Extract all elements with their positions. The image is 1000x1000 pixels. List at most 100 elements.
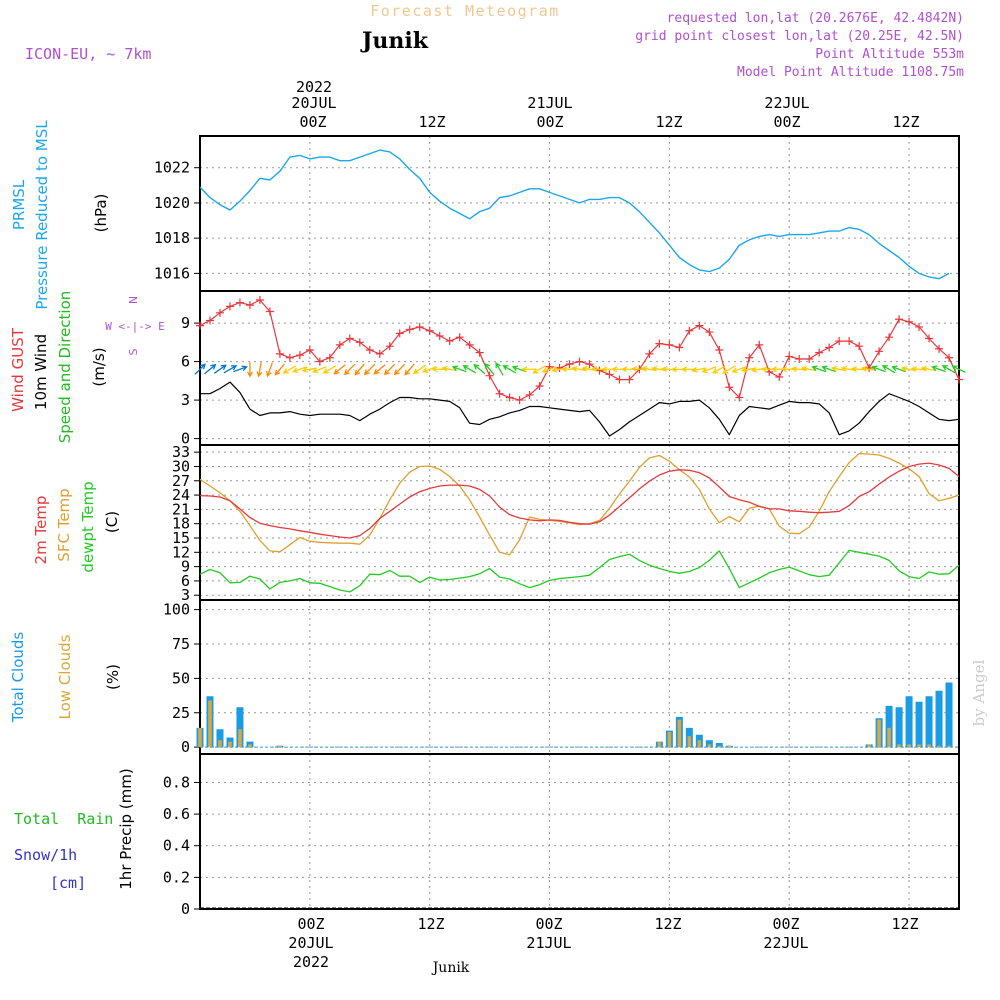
top-tick-label: 00Z [773,113,800,131]
gust-marker [505,393,514,402]
dewpt-line [199,549,960,593]
gust-marker [835,337,844,346]
y-tick-label: 27 [172,472,190,490]
y-tick-label: 1022 [154,159,190,177]
gust-marker [395,329,404,338]
low-cloud-bar [238,729,242,748]
wind-direction-arrow [282,365,297,374]
sfc-temp-line [199,452,960,556]
bottom-date-label: 22JUL [763,934,808,952]
wind-direction-arrow [451,365,467,373]
bottom-date-label: 21JUL [526,934,571,952]
prmsl-label: PRMSL [10,179,28,230]
gust-marker [905,317,914,326]
low-cloud-bar [697,740,702,748]
wind-direction-arrow [412,364,426,375]
wind-direction-arrow [941,365,956,374]
total-cloud-bar [236,707,244,748]
total-rain-label: Total Rain [14,810,113,828]
gust-marker [196,321,204,330]
top-tick-label: 12Z [892,113,919,131]
low-cloud-bar [218,740,222,748]
gust-marker [745,353,754,362]
gust-marker [865,364,874,372]
low-cloud-bar [717,745,722,748]
gust-marker [705,328,714,337]
wind-direction-arrow [860,365,877,372]
gust-marker [675,343,684,352]
total-cloud-bar [905,696,913,748]
top-tick-label: 12Z [418,113,445,131]
low-cloud-bar [707,744,712,748]
panels: 1016101810201022036936912151821242730330… [154,135,966,918]
wind-direction-arrow [354,363,365,376]
low-cloud-bar [867,744,871,748]
y-tick-label: 1020 [154,194,190,212]
low-cloud-bar [198,727,202,748]
gust-marker [355,338,364,347]
low-clouds-label: Low Clouds [56,634,74,719]
gust-marker [615,375,624,384]
y-tick-label: 0 [181,900,190,918]
y-tick-label: 0.8 [163,773,190,791]
wind-speed-line [200,381,960,437]
gust-marker [225,302,234,311]
wind-direction-arrow [373,364,386,375]
cloud-labels: Total Clouds Low Clouds (%) [9,632,122,724]
wind-direction-arrow [256,362,263,378]
y-tick-label: 0.2 [163,868,190,886]
gust-marker [495,389,504,398]
gust-marker [445,337,454,346]
gust-marker [895,315,904,324]
wind-direction-arrow [301,366,317,373]
y-tick-label: 9 [181,314,190,332]
total-cloud-bar [915,701,923,748]
y-tick-label: 24 [172,486,190,504]
temp2m-label: 2m Temp [32,496,50,565]
gust-marker [565,360,574,369]
y-tick-label: 0 [181,738,190,756]
gust-marker [245,301,254,310]
gust-marker [555,364,564,372]
y-tick-label: 75 [172,635,190,653]
low-cloud-bar [687,736,692,748]
wind-direction-arrow [722,365,736,374]
y-tick-label: 1018 [154,229,190,247]
wind-direction-arrow [223,365,238,374]
wind-direction-arrow [495,362,504,376]
wind-10m-label: 10m Wind [32,334,50,410]
gust-marker [305,346,314,355]
watermark: by Angel [970,659,988,726]
snow-label: Snow/1h [14,846,77,864]
total-cloud-bar [885,705,893,748]
wind-direction-arrow [194,363,206,375]
bottom-date-label: 20JUL [288,934,333,952]
gust-marker [365,346,374,355]
gust-marker [515,396,524,405]
wind-direction-arrow [871,365,886,373]
model-name: ICON-EU, ~ 7km [25,45,151,63]
gust-marker [815,348,824,357]
gust-marker [935,344,944,353]
gust-marker [725,383,734,392]
panel-3: 0 25 50 75 100 [163,599,960,756]
low-cloud-bar [887,727,891,748]
wind-direction-arrow [951,365,966,373]
compass-south: S [127,348,140,355]
pressure-reduced-label: Pressure Reduced to MSL [33,120,51,310]
wind-direction-arrow [292,366,307,374]
wind-direction-arrow [311,366,327,374]
panel-frame [199,753,960,910]
temp2m-line [199,462,960,539]
y-tick-label: 33 [172,443,190,461]
sfc-temp-label: SFC Temp [55,488,73,561]
wind-direction-arrow [532,365,546,374]
y-tick-label: 6 [181,353,190,371]
wind-direction-arrow [712,365,726,374]
wind-direction-arrow [363,363,376,376]
y-tick-label: 21 [172,500,190,518]
wind-direction-label: Speed and Direction [56,291,74,444]
y-tick-label: 0.4 [163,837,190,855]
y-tick-label: 6 [181,572,190,590]
wind-direction-arrow [691,366,707,373]
